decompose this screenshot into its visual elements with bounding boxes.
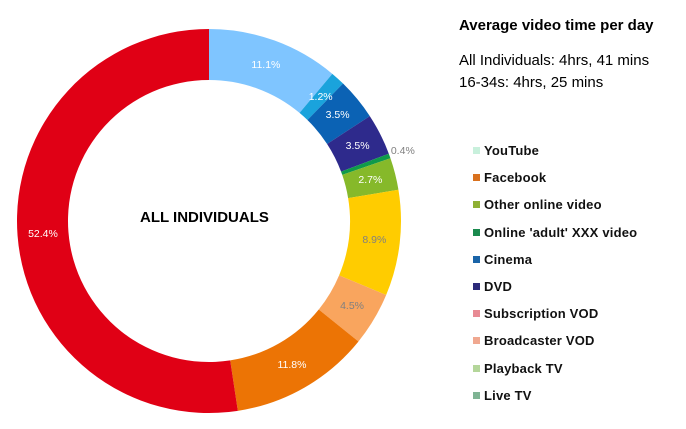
slice-playback-tv bbox=[209, 29, 333, 113]
slice-dvd bbox=[327, 116, 389, 172]
legend-swatch bbox=[473, 391, 480, 399]
slice-value-label: 4.5% bbox=[340, 300, 364, 313]
chart-title: Average video time per day bbox=[459, 17, 654, 34]
subtitle-all-individuals: All Individuals: 4hrs, 41 mins bbox=[459, 52, 650, 69]
legend-item-broadcaster-vod: Broadcaster VOD bbox=[473, 327, 637, 354]
legend-swatch bbox=[473, 310, 480, 318]
slice-facebook bbox=[230, 309, 359, 411]
legend-swatch bbox=[473, 201, 480, 209]
legend-item-youtube: YouTube bbox=[473, 137, 637, 164]
legend-item-subscription-vod: Subscription VOD bbox=[473, 300, 637, 327]
slice-cinema bbox=[307, 83, 370, 144]
legend-item-other-online-video: Other online video bbox=[473, 191, 637, 218]
slice-value-label: 1.2% bbox=[308, 91, 333, 104]
slice-youtube bbox=[299, 73, 344, 121]
slice-value-label: 11.1% bbox=[251, 58, 281, 71]
legend-swatch bbox=[473, 337, 480, 345]
legend-swatch bbox=[473, 174, 480, 182]
slice-value-label: 2.7% bbox=[358, 174, 383, 187]
legend-item-facebook: Facebook bbox=[473, 164, 637, 191]
legend-swatch bbox=[473, 228, 480, 236]
slice-value-label: 52.4% bbox=[28, 227, 58, 240]
slice-value-label: 11.8% bbox=[277, 359, 307, 372]
slice-other-online-video bbox=[342, 158, 399, 199]
donut-center-label: ALL INDIVIDUALS bbox=[140, 209, 269, 226]
subtitle-16-34s: 16-34s: 4hrs, 25 mins bbox=[459, 74, 604, 91]
legend: YouTube Facebook Other online video Onli… bbox=[473, 137, 637, 409]
slice-live-tv bbox=[17, 29, 238, 413]
legend-item-playback-tv: Playback TV bbox=[473, 355, 637, 382]
legend-swatch bbox=[473, 283, 480, 291]
legend-swatch bbox=[473, 147, 480, 155]
slice-value-label: 3.5% bbox=[325, 109, 350, 122]
legend-item-dvd: DVD bbox=[473, 273, 637, 300]
slice-broadcaster-vod bbox=[318, 275, 387, 342]
legend-item-live-tv: Live TV bbox=[473, 382, 637, 409]
slice-subscription-vod bbox=[339, 189, 401, 296]
legend-swatch bbox=[473, 364, 480, 372]
slice-online-adult-xxx-video bbox=[341, 153, 391, 175]
legend-item-cinema: Cinema bbox=[473, 246, 637, 273]
legend-item-online-adult-video: Online 'adult' XXX video bbox=[473, 219, 637, 246]
slice-value-label: 0.4% bbox=[390, 145, 415, 158]
legend-swatch bbox=[473, 255, 480, 263]
slice-value-label: 8.9% bbox=[362, 234, 387, 247]
slice-value-label: 3.5% bbox=[345, 139, 370, 152]
